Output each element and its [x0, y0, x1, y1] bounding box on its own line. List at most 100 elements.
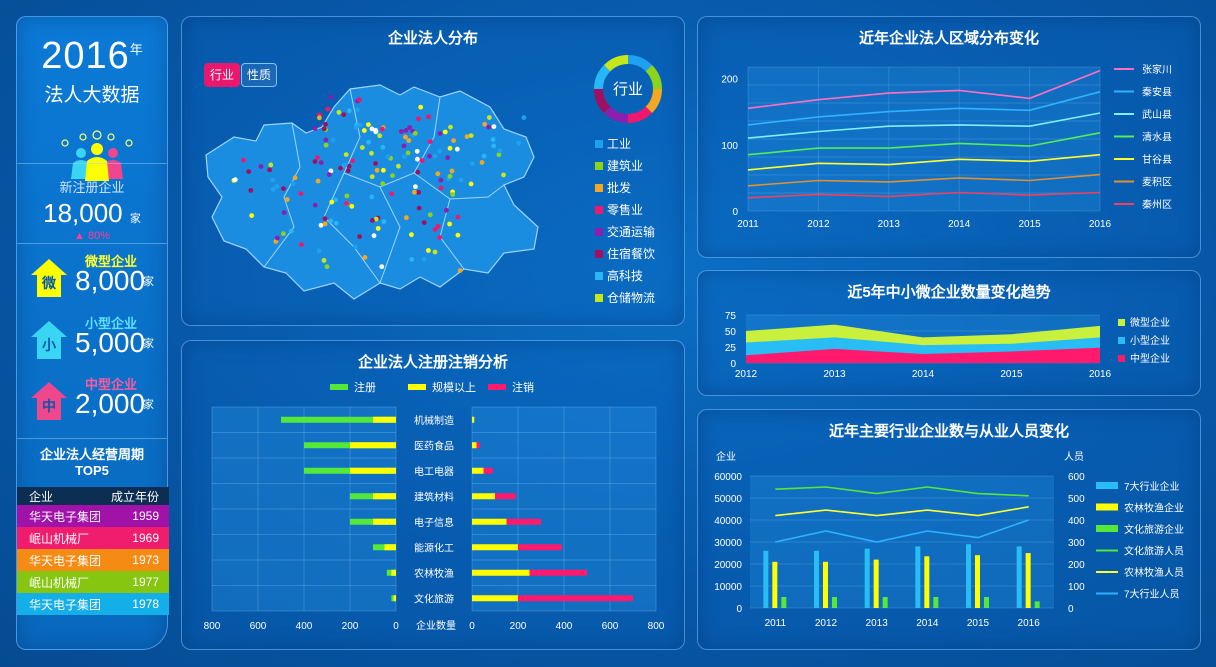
map-dot [455, 232, 461, 238]
year-number: 2016 [41, 35, 130, 77]
industry-combo-chart: 企业 人员 0 10000 20000 30000 40000 50000 60000 0 10… [714, 450, 1184, 629]
map-dot [468, 133, 474, 138]
legend-label: 仓储物流 [607, 291, 656, 305]
y2-tick-label: 200 [1068, 560, 1085, 571]
medium-unit: 家 [143, 399, 154, 411]
house-icon: 小 [31, 321, 67, 359]
legend-item[interactable]: 高科技 [595, 267, 643, 284]
bar-scale-right [472, 544, 518, 551]
map-dot [448, 124, 453, 130]
table-row[interactable]: 华天电子集团 1959 [17, 505, 169, 527]
map-dot [288, 228, 294, 234]
donut-slice [594, 64, 611, 89]
industry-donut[interactable]: 行业 [590, 51, 666, 127]
map-dot [315, 178, 321, 184]
legend-swatch [1096, 503, 1118, 511]
map-dot [435, 171, 441, 177]
legend-item[interactable]: 仓储物流 [595, 289, 655, 306]
map-dot [322, 216, 328, 222]
bar-cancel [483, 467, 493, 474]
divider [17, 243, 167, 244]
map-dot [403, 134, 408, 140]
map-dot [447, 145, 453, 151]
top5-title-line2: TOP5 [75, 463, 109, 478]
panel-title: 近年主要行业企业数与从业人员变化 [828, 423, 1069, 440]
small-icon-label: 小 [42, 337, 56, 353]
map-dot [290, 181, 296, 186]
map-dot [406, 138, 412, 143]
medium-icon-label: 中 [42, 398, 56, 414]
plot-area [750, 476, 1054, 608]
legend-swatch [595, 206, 603, 214]
map-dot [241, 157, 246, 163]
small-unit: 家 [143, 338, 154, 350]
bar-scale-left [373, 493, 396, 500]
company-name: 岷山机械厂 [29, 575, 90, 590]
map-dot [353, 125, 359, 130]
map-dot [455, 214, 461, 220]
map-dot [274, 184, 280, 189]
category-label: 文化旅游 [414, 592, 454, 605]
bar-cancel [506, 518, 541, 525]
bar [1034, 601, 1040, 608]
founded-year: 1969 [132, 531, 159, 545]
legend-item[interactable]: 零售业 [595, 201, 643, 218]
year-suffix: 年 [129, 42, 143, 57]
x-tick-label: 2013 [866, 618, 889, 629]
map-dot [323, 137, 329, 143]
panel-title: 近年企业法人区域分布变化 [858, 30, 1039, 47]
map-dot [415, 156, 420, 162]
map-dot [409, 257, 415, 262]
map-dot [375, 226, 381, 231]
bar-scale-right [472, 569, 530, 576]
legend-item[interactable]: 住宿餐饮 [595, 245, 655, 262]
legend-item[interactable]: 批发 [595, 179, 631, 196]
map-dot [445, 155, 451, 161]
table-row[interactable]: 华天电子集团 1973 [17, 549, 169, 571]
legend-item[interactable]: 注销 [488, 379, 534, 395]
house-icon: 中 [31, 382, 67, 420]
bar-scale-right [472, 467, 484, 474]
map-dot [464, 134, 470, 139]
map-dot [370, 218, 375, 223]
map-dot [270, 187, 276, 192]
industry-panel: 近年主要行业企业数与从业人员变化 企业 人员 0 10000 20000 30000 4… [697, 409, 1201, 650]
map-dot [416, 190, 421, 195]
map-dot [246, 169, 252, 174]
map-dot [275, 235, 280, 241]
distribution-panel: 企业法人分布 行业 性质 行业 工业 建筑业 批发 零售业 交通运输 住宿餐饮 … [181, 16, 685, 326]
y-tick-label: 20000 [714, 560, 742, 571]
panel-title: 企业法人分布 [387, 30, 478, 47]
map-dot [458, 177, 464, 183]
table-row[interactable]: 华天电子集团 1978 [17, 593, 169, 615]
summary-panel: 2016年 法人大数据 新注册企业 18,000 家 ▲ 80% 微 微型企业 … [16, 16, 169, 650]
legend-item[interactable]: 工业 [595, 135, 631, 152]
legend-item[interactable]: 规模以上 [408, 379, 476, 395]
tab-industry[interactable]: 行业 [204, 63, 241, 87]
x-tick-label: 2012 [807, 219, 830, 230]
legend-item[interactable]: 注册 [330, 379, 376, 395]
x-tick-label: 2016 [1089, 369, 1112, 380]
table-row[interactable]: 岷山机械厂 1977 [17, 571, 169, 593]
tab-nature[interactable]: 性质 [241, 63, 278, 87]
region-map[interactable] [204, 77, 544, 313]
bar [882, 597, 888, 608]
bar-scale-right [472, 416, 475, 423]
map-dot [284, 197, 290, 202]
legend-item[interactable]: 建筑业 [595, 157, 643, 174]
table-row[interactable]: 岷山机械厂 1969 [17, 527, 169, 549]
legend-swatch [1118, 355, 1125, 362]
bar [984, 597, 989, 608]
summary-subtitle: 法人大数据 [44, 85, 140, 106]
legend-label: 工业 [607, 137, 632, 151]
legend-item[interactable]: 交通运输 [595, 223, 655, 240]
map-dot [316, 248, 322, 254]
map-dot [438, 177, 444, 183]
founded-year: 1959 [132, 509, 159, 523]
map-dot [407, 125, 413, 130]
map-dot [267, 167, 272, 173]
y2-tick-label: 0 [1068, 604, 1074, 615]
region-panel: 近年企业法人区域分布变化 2011 2012 2013 2014 2015 2016 0 10… [697, 16, 1201, 258]
bar-scale-left [350, 467, 396, 474]
y2-tick-label: 400 [1068, 516, 1085, 527]
